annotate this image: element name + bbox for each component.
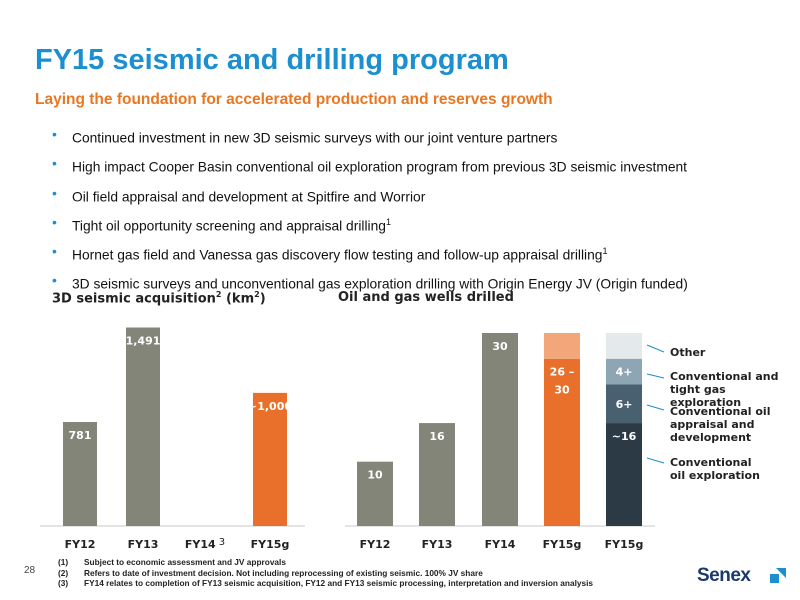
legend-leader-line	[646, 404, 665, 411]
seismic-chart-title: 3D seismic acquisition2 (km2)	[52, 290, 266, 307]
footnote: (1) Subject to economic assessment and JV…	[58, 557, 286, 567]
wells-data-label: 16	[429, 430, 445, 443]
wells-chart-title: Oil and gas wells drilled	[338, 290, 514, 305]
wells-stacked-segment	[606, 358, 642, 385]
legend-gas-exploration: Conventional and tight gas exploration	[670, 370, 779, 409]
legend-leader-line	[646, 344, 665, 353]
bullet-item: • High impact Cooper Basin conventional o…	[50, 151, 790, 180]
wells-data-label: 30	[492, 340, 508, 353]
wells-tick-label: FY12	[360, 538, 391, 551]
bullet-item: • Continued investment in new 3D seismic …	[50, 122, 790, 151]
bullet-item: • 3D seismic surveys and unconventional g…	[50, 268, 790, 297]
bullet-list: • Continued investment in new 3D seismic …	[50, 122, 790, 298]
wells-tick-label: FY14	[485, 538, 516, 551]
wells-bar	[419, 423, 455, 526]
bullet-dot-icon: •	[52, 213, 57, 230]
seismic-data-label: ~1,000	[248, 400, 292, 413]
wells-bar	[357, 461, 393, 526]
wells-range-label: 26 –	[550, 366, 575, 379]
bullet-dot-icon: •	[52, 184, 57, 201]
wells-range-bar	[544, 358, 580, 526]
wells-stacked-label: 6+	[616, 398, 633, 411]
wells-bar	[482, 333, 518, 526]
wells-stacked-segment	[606, 333, 642, 359]
wells-tick-label: FY13	[422, 538, 453, 551]
wells-range-label: 30	[554, 384, 570, 397]
legend-oil-exploration: Conventional oil exploration	[670, 456, 760, 482]
bullet-item: • Oil field appraisal and development at …	[50, 181, 790, 210]
footnote: (2) Refers to date of investment decision…	[58, 567, 483, 578]
senex-logo-mark-icon	[770, 568, 786, 583]
wells-stacked-label: ~16	[612, 430, 637, 443]
wells-stacked-segment	[606, 423, 642, 526]
page-subtitle: Laying the foundation for accelerated pr…	[35, 91, 553, 108]
wells-data-label: 10	[367, 469, 383, 482]
page-title: FY15 seismic and drilling program	[35, 44, 509, 76]
bullet-dot-icon: •	[52, 155, 57, 172]
wells-stacked-label: 4+	[616, 366, 633, 379]
seismic-tick-label: FY14 3	[185, 537, 225, 551]
seismic-bar	[63, 422, 97, 526]
bullet-item: • Hornet gas field and Vanessa gas discov…	[50, 239, 790, 268]
legend-leader-line	[646, 373, 665, 379]
seismic-tick-label: FY13	[128, 538, 159, 551]
wells-tick-label: FY15g	[543, 538, 582, 551]
footnote: (3) FY14 relates to completion of FY13 se…	[58, 578, 594, 588]
wells-range-top	[544, 333, 580, 359]
footnotes: (1) Subject to economic assessment and JV…	[58, 557, 593, 589]
wells-tick-label: FY15g	[605, 538, 644, 551]
seismic-data-label: 781	[69, 429, 92, 442]
legend-other: Other	[670, 346, 706, 359]
legend-leader-line	[646, 457, 665, 464]
bullet-dot-icon: •	[52, 272, 57, 289]
page-number: 28	[24, 565, 36, 576]
seismic-bar	[253, 392, 287, 526]
seismic-data-label: 1,491	[126, 335, 161, 348]
seismic-tick-label: FY12	[65, 538, 96, 551]
legend-oil-appraisal: Conventional oil appraisal and developme…	[670, 405, 771, 444]
seismic-tick-label: FY15g	[251, 538, 290, 551]
seismic-bar	[126, 327, 160, 526]
bullet-dot-icon: •	[52, 243, 57, 260]
bullet-dot-icon: •	[52, 126, 57, 142]
senex-logo: Senex	[697, 565, 751, 586]
wells-stacked-segment	[606, 384, 642, 424]
bullet-item: • Tight oil opportunity screening and app…	[50, 210, 790, 239]
